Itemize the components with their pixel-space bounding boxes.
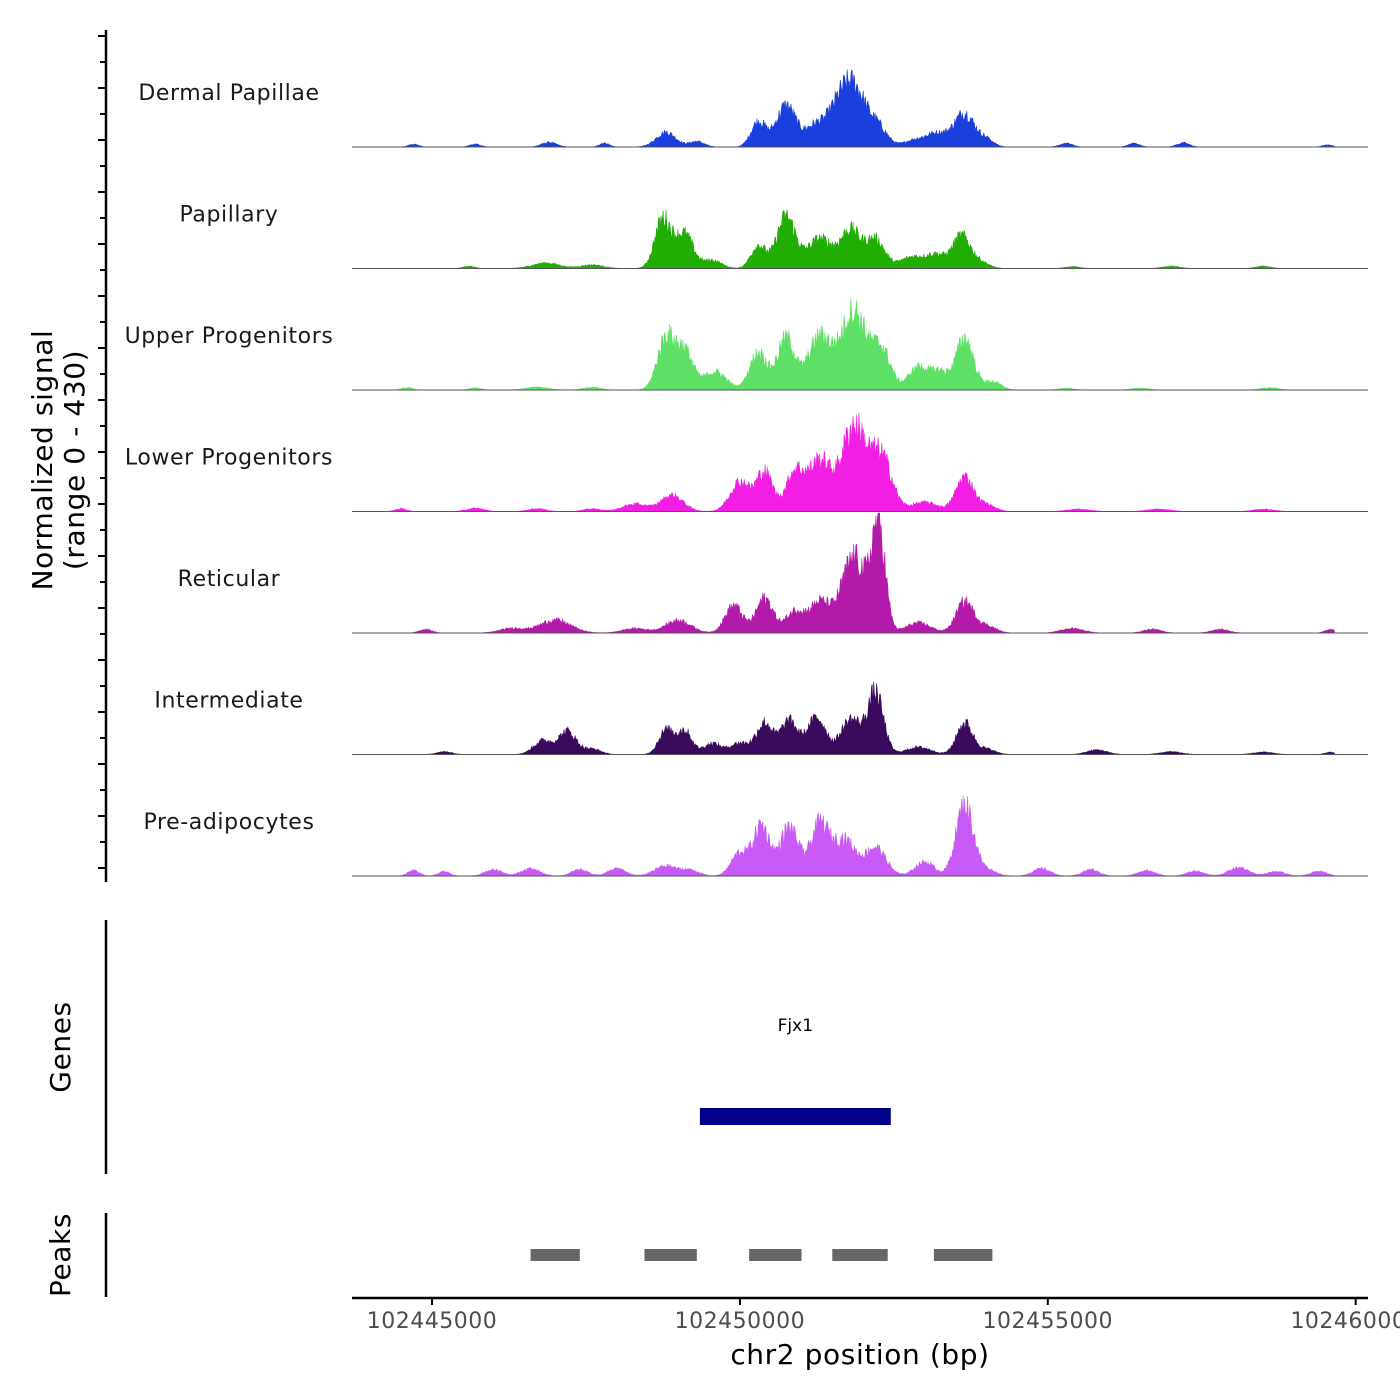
coverage-track: Intermediate (154, 681, 1368, 755)
x-tick-label: 102455000 (983, 1309, 1113, 1334)
coverage-area (352, 209, 1368, 269)
coverage-track: Upper Progenitors (125, 298, 1368, 391)
peak-region (530, 1249, 580, 1261)
y-axis-title-main: Normalized signal (26, 330, 59, 591)
coverage-track: Pre-adipocytes (143, 795, 1368, 877)
x-axis-title: chr2 position (bp) (730, 1338, 989, 1371)
x-axis: 102445000 102450000 102455000 102460000 (352, 1296, 1400, 1334)
x-tick-label: 102445000 (367, 1309, 497, 1334)
track-label: Reticular (178, 567, 281, 592)
coverage-area (352, 413, 1368, 512)
coverage-area (352, 69, 1368, 148)
track-label: Intermediate (154, 689, 303, 714)
coverage-tracks: Dermal Papillae Papillary Upper Progenitor… (125, 69, 1368, 877)
track-label: Upper Progenitors (125, 324, 334, 349)
peak-regions (530, 1249, 993, 1261)
coverage-area (352, 298, 1368, 391)
gene-name-label: Fjx1 (778, 1016, 813, 1036)
track-label: Lower Progenitors (125, 446, 333, 471)
peak-region (933, 1249, 993, 1261)
coverage-track: Lower Progenitors (125, 413, 1368, 512)
x-tick-label: 102460000 (1290, 1309, 1400, 1334)
coverage-area (352, 795, 1368, 877)
coverage-y-axis (98, 30, 108, 882)
genes-track-label: Genes (44, 1001, 77, 1092)
peaks-panel: Peaks (44, 1213, 993, 1297)
coverage-area (352, 681, 1368, 755)
track-label: Dermal Papillae (138, 81, 319, 106)
gene-body (699, 1108, 891, 1125)
peak-region (644, 1249, 697, 1261)
coverage-track: Papillary (179, 203, 1368, 269)
y-axis-title: Normalized signal (range 0 - 430) (26, 330, 91, 591)
genes-panel: Genes Fjx1 (44, 920, 891, 1174)
gene-annotations: Fjx1 (699, 1016, 891, 1125)
y-axis-title-range: (range 0 - 430) (58, 350, 91, 570)
peaks-track-label: Peaks (44, 1213, 77, 1297)
x-tick-label: 102450000 (675, 1309, 805, 1334)
coverage-track: Reticular (178, 512, 1368, 634)
coverage-track: Dermal Papillae (138, 69, 1368, 148)
track-label: Papillary (179, 203, 278, 228)
coverage-area (352, 512, 1368, 634)
track-label: Pre-adipocytes (143, 810, 314, 835)
peak-region (832, 1249, 888, 1261)
peak-region (749, 1249, 802, 1261)
